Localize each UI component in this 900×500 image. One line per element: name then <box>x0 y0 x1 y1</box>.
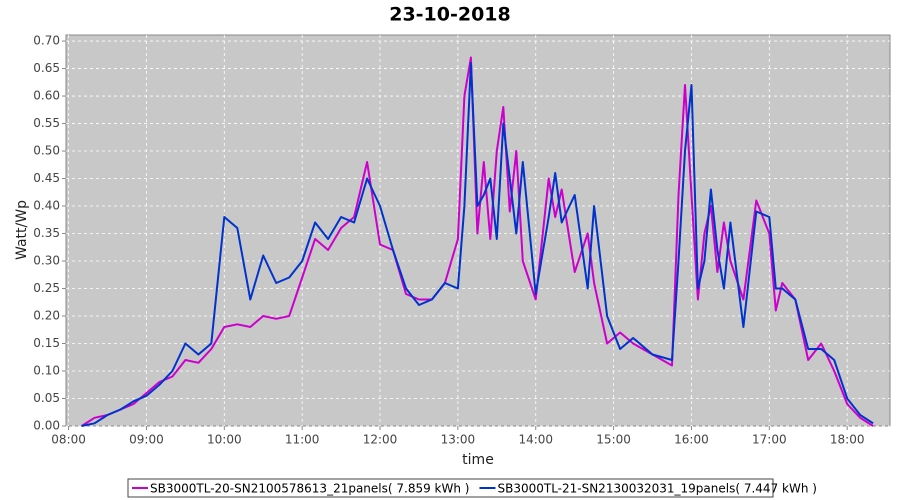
legend-label: SB3000TL-20-SN2100578613_21panels( 7.859… <box>150 482 469 496</box>
x-tick-label: 11:00 <box>285 433 320 447</box>
y-tick-label: 0.25 <box>33 281 60 295</box>
x-tick-label: 08:00 <box>51 433 86 447</box>
y-tick-label: 0.50 <box>33 144 60 158</box>
y-tick-label: 0.60 <box>33 89 60 103</box>
x-tick-label: 10:00 <box>207 433 242 447</box>
x-tick-label: 12:00 <box>363 433 398 447</box>
y-tick-label: 0.15 <box>33 336 60 350</box>
y-tick-label: 0.10 <box>33 364 60 378</box>
y-tick-label: 0.55 <box>33 116 60 130</box>
x-tick-label: 16:00 <box>674 433 709 447</box>
y-tick-label: 0.45 <box>33 171 60 185</box>
legend-label: SB3000TL-21-SN2130032031_19panels( 7.447… <box>497 482 816 496</box>
x-tick-label: 09:00 <box>129 433 164 447</box>
x-axis-label: time <box>462 452 494 468</box>
series-line <box>81 56 874 427</box>
y-tick-label: 0.65 <box>33 61 60 75</box>
series-line <box>81 62 874 427</box>
y-tick-label: 0.05 <box>33 391 60 405</box>
y-tick-label: 0.30 <box>33 254 60 268</box>
y-axis-label: Watt/Wp <box>14 200 30 260</box>
chart-title: 23-10-2018 <box>389 4 511 26</box>
y-tick-label: 0.00 <box>33 419 60 433</box>
x-tick-label: 17:00 <box>752 433 787 447</box>
legend-box <box>127 478 774 498</box>
y-tick-label: 0.70 <box>33 34 60 48</box>
x-tick-label: 18:00 <box>830 433 865 447</box>
y-tick-label: 0.40 <box>33 199 60 213</box>
x-tick-label: 15:00 <box>596 433 631 447</box>
y-tick-label: 0.35 <box>33 226 60 240</box>
x-tick-label: 13:00 <box>441 433 476 447</box>
x-tick-label: 14:00 <box>518 433 553 447</box>
y-tick-label: 0.20 <box>33 309 60 323</box>
